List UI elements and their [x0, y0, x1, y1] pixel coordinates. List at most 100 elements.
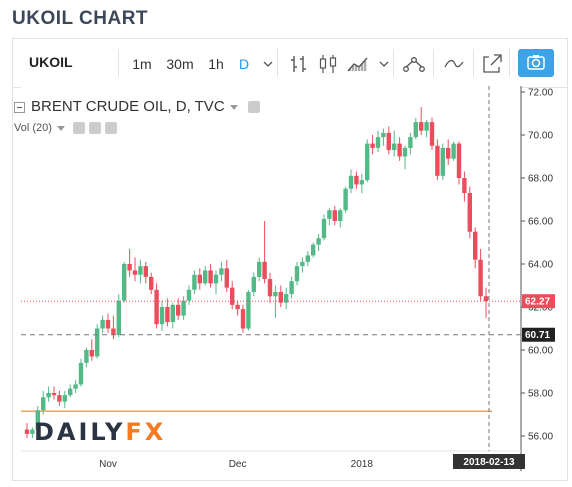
- candle-body: [375, 137, 381, 148]
- candle-body: [440, 147, 445, 176]
- candle-body: [365, 143, 370, 181]
- dailyfx-logo: DAILYFX: [34, 418, 167, 446]
- candle-body: [57, 395, 62, 402]
- candle-body: [208, 270, 213, 284]
- candle-body: [381, 132, 386, 138]
- chevron-down-icon[interactable]: [255, 51, 273, 77]
- popout-icon[interactable]: [479, 51, 505, 77]
- symbol-search[interactable]: UKOIL: [29, 54, 73, 70]
- eye-icon[interactable]: [72, 122, 85, 135]
- candle-body: [105, 319, 111, 329]
- candle-body: [181, 300, 186, 316]
- candle-body: [154, 289, 159, 325]
- interval-d[interactable]: D: [238, 56, 250, 72]
- chevron-down-icon[interactable]: [229, 104, 238, 110]
- candle-body: [41, 397, 46, 411]
- toolbar-divider: [118, 49, 119, 77]
- plot-area: [21, 86, 521, 451]
- candle-body: [149, 276, 154, 290]
- candle-body: [186, 289, 192, 301]
- price-chart[interactable]: 72.0070.0068.0066.0064.0062.0060.0058.00…: [0, 86, 555, 476]
- candle-body: [348, 175, 354, 189]
- candle-body: [116, 300, 121, 335]
- interval-30m[interactable]: 30m: [166, 56, 194, 72]
- chevron-down-icon[interactable]: [56, 125, 65, 131]
- settings-icon[interactable]: [88, 122, 101, 135]
- candle-body: [451, 143, 456, 159]
- candle-body: [311, 244, 316, 256]
- chart-toolbar: UKOIL 1m 30m 1h D: [13, 39, 567, 88]
- candle-body: [397, 143, 402, 157]
- candle-body: [305, 255, 310, 262]
- candle-body: [176, 304, 181, 316]
- series-title: BRENT CRUDE OIL, D, TVC: [31, 98, 225, 115]
- candle-body: [327, 210, 332, 219]
- candle-body: [51, 393, 57, 396]
- candle-body: [284, 294, 289, 303]
- toolbar-divider: [277, 49, 278, 77]
- candle-body: [165, 307, 170, 323]
- camera-icon[interactable]: [518, 49, 554, 77]
- candle-body: [316, 238, 321, 245]
- candle-body: [143, 266, 148, 277]
- indicators-icon[interactable]: [401, 51, 427, 77]
- series-legend: BRENT CRUDE OIL, D, TVC: [14, 98, 260, 115]
- interval-1h[interactable]: 1h: [208, 56, 224, 72]
- bar-style-icon[interactable]: [286, 51, 312, 77]
- candle-body: [246, 291, 251, 329]
- candlestick-icon[interactable]: [315, 51, 341, 77]
- candle-body: [89, 350, 94, 357]
- y-tick-label: 60.00: [528, 346, 553, 357]
- candle-body: [413, 122, 418, 138]
- close-icon[interactable]: [104, 122, 117, 135]
- candle-body: [235, 304, 240, 310]
- y-tick-label: 68.00: [528, 174, 553, 185]
- compare-line-icon[interactable]: [441, 51, 467, 77]
- candle-body: [359, 180, 364, 185]
- level-tag: [522, 327, 555, 342]
- interval-1m[interactable]: 1m: [132, 56, 152, 72]
- candle-body: [386, 132, 391, 151]
- candle-body: [289, 281, 294, 295]
- chevron-down-icon[interactable]: [371, 51, 389, 77]
- last-price-tag: [522, 294, 555, 309]
- candle-body: [343, 188, 348, 211]
- page-title: UKOIL CHART: [12, 8, 149, 29]
- candle-body: [62, 395, 67, 402]
- candle-body: [230, 287, 235, 305]
- candle-body: [213, 274, 219, 284]
- candle-body: [456, 143, 462, 178]
- y-tick-label: 64.00: [528, 260, 553, 271]
- candle-body: [170, 304, 175, 323]
- volume-title: Vol (20): [14, 122, 52, 134]
- cursor-date-tag: [453, 454, 525, 469]
- candle-body: [478, 259, 483, 297]
- toolbar-divider: [393, 49, 394, 77]
- y-tick-label: 70.00: [528, 131, 553, 142]
- settings-icon[interactable]: [247, 101, 260, 114]
- candle-body: [24, 429, 30, 434]
- y-tick-label: 66.00: [528, 217, 553, 228]
- candle-body: [473, 231, 478, 260]
- collapse-icon[interactable]: [14, 101, 25, 113]
- candle-body: [132, 270, 138, 275]
- candle-body: [111, 328, 116, 335]
- candle-body: [122, 264, 127, 301]
- candle-body: [429, 122, 435, 146]
- candle-body: [84, 350, 89, 363]
- y-tick-label: 58.00: [528, 389, 553, 400]
- last-price-label: 62.27: [525, 297, 550, 308]
- volume-legend: Vol (20): [14, 122, 117, 135]
- candle-body: [338, 210, 343, 221]
- candle-body: [273, 291, 278, 297]
- candle-body: [294, 266, 300, 282]
- cursor-date-label: 2018-02-13: [463, 457, 515, 468]
- candle-body: [424, 122, 429, 131]
- candle-body: [73, 384, 78, 389]
- candle-body: [300, 261, 305, 267]
- candle-body: [78, 362, 84, 385]
- candle-body: [321, 218, 327, 239]
- area-chart-icon[interactable]: [345, 51, 371, 77]
- y-tick-label: 72.00: [528, 88, 553, 99]
- x-tick-label: Nov: [99, 459, 117, 470]
